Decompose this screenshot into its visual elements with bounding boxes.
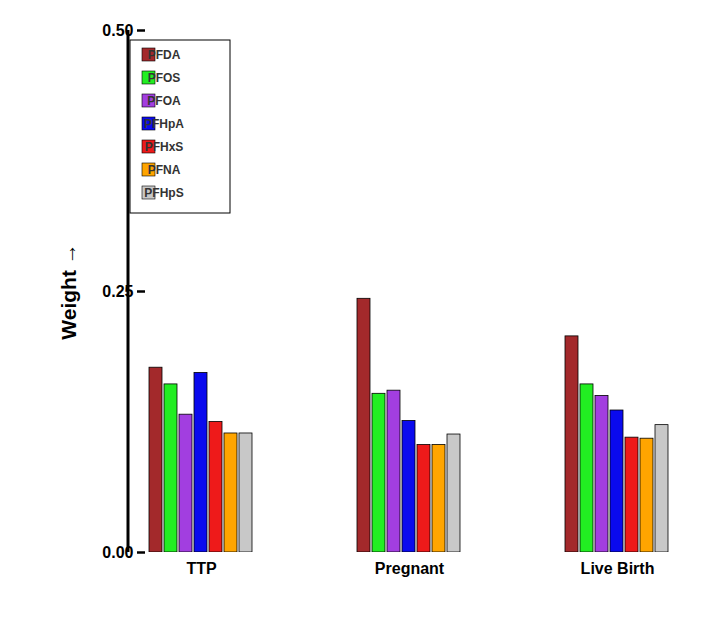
svg-text:PFHpS: PFHpS (144, 186, 183, 200)
svg-text:PFHpA: PFHpA (144, 117, 184, 131)
svg-text:TTP: TTP (186, 560, 217, 577)
svg-text:PFHxS: PFHxS (145, 140, 184, 154)
svg-text:Weight →: Weight → (57, 243, 80, 339)
svg-text:PFOS: PFOS (148, 71, 181, 85)
svg-text:PFOA: PFOA (147, 94, 181, 108)
svg-text:0.25: 0.25 (102, 282, 134, 300)
svg-text:0.50: 0.50 (102, 21, 134, 39)
svg-text:Pregnant: Pregnant (375, 560, 445, 577)
svg-text:Live Birth: Live Birth (581, 560, 655, 577)
svg-text:0.00: 0.00 (102, 543, 134, 561)
svg-text:PFNA: PFNA (148, 163, 181, 177)
svg-text:PFDA: PFDA (148, 48, 181, 62)
